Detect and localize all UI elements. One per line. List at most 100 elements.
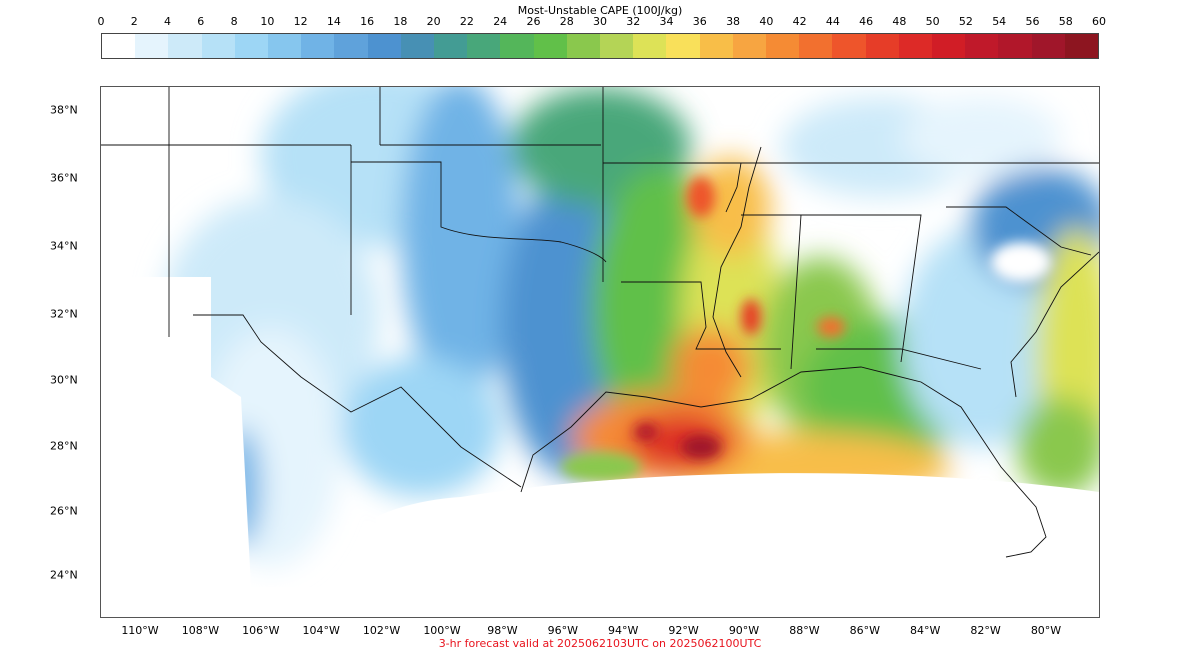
colorbar-cell — [600, 34, 634, 58]
colorbar-cell — [898, 34, 933, 58]
colorbar-tick-label: 0 — [97, 15, 105, 28]
colorbar-cell — [932, 34, 966, 58]
colorbar-tick-label: 42 — [792, 15, 807, 28]
colorbar — [101, 33, 1099, 59]
colorbar-tick-label: 50 — [925, 15, 940, 28]
latitude-label: 30°N — [50, 373, 78, 387]
atlantic-coastline — [1010, 251, 1099, 398]
longitude-label: 84°W — [910, 624, 941, 637]
colorbar-cell — [998, 34, 1032, 58]
colorbar-cell — [334, 34, 368, 58]
cape-shading — [161, 87, 1099, 567]
colorbar-tick-label: 12 — [293, 15, 308, 28]
colorbar-title: Most-Unstable CAPE (100J/kg) — [517, 4, 683, 17]
colorbar-tick-label: 20 — [426, 15, 441, 28]
colorbar-tick-label: 32 — [626, 15, 641, 28]
latitude-label: 36°N — [50, 171, 78, 185]
colorbar-cell — [1031, 34, 1065, 58]
longitude-label: 106°W — [242, 624, 280, 637]
colorbar-tick-label: 4 — [164, 15, 172, 28]
colorbar-tick-label: 56 — [1025, 15, 1040, 28]
mississippi-alabama-border — [741, 214, 922, 370]
latitude-label: 32°N — [50, 307, 78, 321]
latitude-label: 34°N — [50, 239, 78, 253]
colorbar-tick-label: 30 — [593, 15, 607, 28]
colorbar-tick-label: 14 — [326, 15, 341, 28]
colorbar-cell — [699, 34, 733, 58]
colorbar-tick-label: 44 — [825, 15, 840, 28]
cape-map — [101, 87, 1099, 567]
longitude-label: 108°W — [181, 624, 220, 637]
colorbar-cell — [766, 34, 800, 58]
colorbar-cell — [732, 34, 767, 58]
colorbar-cell — [102, 34, 136, 58]
colorbar-cell — [434, 34, 468, 58]
colorbar-cell — [400, 34, 435, 58]
colorbar-tick-label: 52 — [958, 15, 973, 28]
longitude-label: 110°W — [121, 624, 159, 637]
oklahoma-north-border — [379, 87, 601, 146]
colorbar-cell — [168, 34, 202, 58]
colorbar-cell — [467, 34, 501, 58]
longitude-label: 86°W — [849, 624, 880, 637]
longitude-label: 98°W — [487, 624, 518, 637]
colorbar-tick-label: 16 — [360, 15, 375, 28]
longitude-label: 94°W — [608, 624, 639, 637]
colorbar-tick-label: 10 — [260, 15, 275, 28]
forecast-validity-caption: 3-hr forecast valid at 2025062103UTC on … — [438, 637, 762, 650]
colorbar-tick-label: 46 — [859, 15, 874, 28]
texas-mexico-border — [193, 314, 522, 488]
colorbar-cell — [666, 34, 700, 58]
colorbar-cell — [268, 34, 302, 58]
colorbar-tick-label: 60 — [1092, 15, 1106, 28]
georgia-carolina-border — [946, 206, 1092, 256]
louisiana-border — [621, 281, 781, 350]
longitude-label: 100°W — [423, 624, 461, 637]
longitude-label: 92°W — [668, 624, 699, 637]
longitude-label: 80°W — [1030, 624, 1062, 637]
colorbar-tick-label: 24 — [493, 15, 508, 28]
mississippi-river — [712, 146, 762, 378]
colorbar-tick-label: 36 — [692, 15, 707, 28]
longitude-label: 104°W — [302, 624, 340, 637]
colorbar-tick-label: 48 — [892, 15, 907, 28]
colorbar-tick-label: 38 — [726, 15, 741, 28]
arkansas-border — [602, 87, 742, 282]
colorbar-cell — [367, 34, 401, 58]
colorbar-cell — [201, 34, 235, 58]
state-borders — [101, 87, 1099, 558]
colorbar-tick-label: 18 — [393, 15, 408, 28]
oklahoma-south-border — [351, 161, 607, 263]
florida-georgia-border — [816, 348, 982, 370]
cape-detail — [561, 177, 1051, 482]
colorbar-tick-label: 8 — [230, 15, 238, 28]
colorbar-cell — [566, 34, 601, 58]
colorbar-tick-label: 2 — [130, 15, 138, 28]
colorbar-tick-label: 54 — [992, 15, 1007, 28]
latitude-label: 24°N — [50, 568, 78, 582]
latitude-label: 26°N — [50, 504, 78, 518]
colorbar-cell — [633, 34, 667, 58]
colorbar-cell — [135, 34, 169, 58]
colorbar-tick-label: 34 — [659, 15, 674, 28]
colorbar-cell — [799, 34, 833, 58]
map-frame — [100, 86, 1100, 618]
colorbar-cell — [500, 34, 534, 58]
colorbar-cell — [832, 34, 866, 58]
longitude-label: 88°W — [789, 624, 820, 637]
colorbar-tick-label: 26 — [526, 15, 541, 28]
colorbar-cell — [865, 34, 899, 58]
cape-field — [161, 87, 1099, 567]
colorbar-cell — [1064, 34, 1099, 58]
colorbar-tick-label: 22 — [459, 15, 474, 28]
gulf-coastline — [520, 366, 1047, 558]
colorbar-tick-label: 40 — [759, 15, 774, 28]
colorbar-cell — [533, 34, 567, 58]
longitude-label: 82°W — [970, 624, 1001, 637]
colorbar-cell — [301, 34, 335, 58]
colorbar-cell — [234, 34, 269, 58]
colorbar-tick-label: 6 — [197, 15, 205, 28]
longitude-label: 102°W — [362, 624, 401, 637]
longitude-label: 96°W — [547, 624, 578, 637]
longitude-label: 90°W — [728, 624, 760, 637]
